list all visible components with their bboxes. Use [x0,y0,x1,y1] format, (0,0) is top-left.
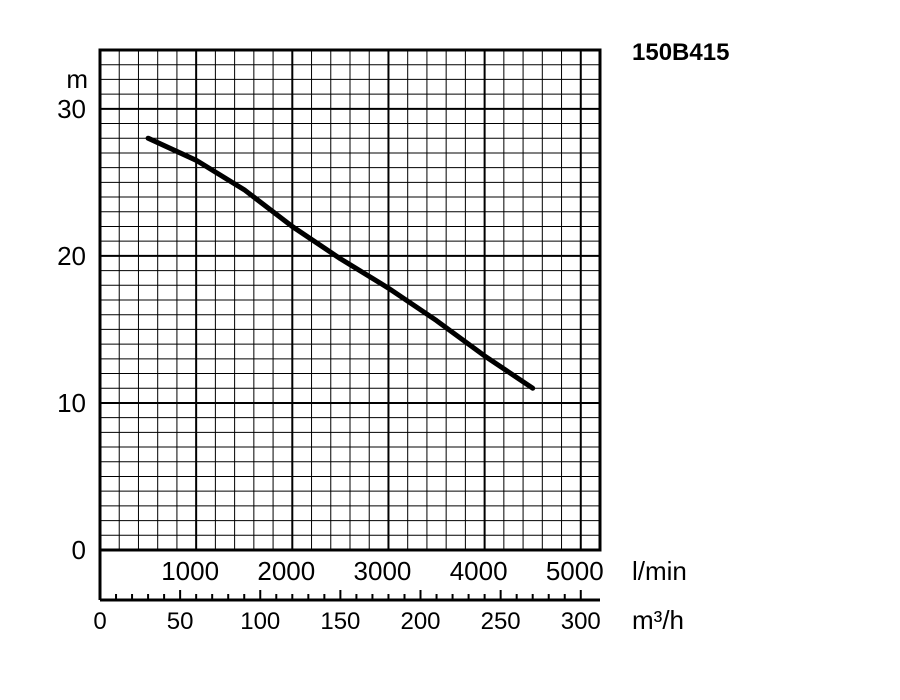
x-tick-label-m3h: 300 [561,608,601,635]
x-tick-label-lmin: 5000 [546,556,604,586]
x-tick-label-lmin: 3000 [354,556,412,586]
x-tick-label-m3h: 150 [320,608,360,635]
x-tick-label-m3h: 50 [167,608,194,635]
x-axis-unit-label-m3h: m³/h [632,605,684,635]
y-axis-unit-label: m [66,64,88,94]
x-tick-labels-m3h: 0 50 100 150 200 250 300 [93,608,600,635]
x-axis-unit-label-lmin: l/min [632,556,687,586]
x-tick-label-m3h: 200 [400,608,440,635]
x-scale-box [98,550,600,602]
x-tick-labels-lmin: 1000 2000 3000 4000 5000 [161,556,603,586]
head-flow-curve [145,135,536,391]
major-grid [100,50,600,550]
x-tick-label-lmin: 4000 [450,556,508,586]
y-tick-label: 10 [57,388,86,418]
x-tick-label-m3h: 0 [93,608,106,635]
y-tick-labels: 0 10 20 30 [57,94,86,565]
minor-grid [100,50,600,550]
plot-frame [98,48,602,552]
x-tick-label-lmin: 1000 [161,556,219,586]
y-tick-label: 20 [57,241,86,271]
chart-title-model: 150B415 [632,39,729,66]
x-tick-label-lmin: 2000 [257,556,315,586]
x-tick-label-m3h: 250 [481,608,521,635]
y-tick-label: 30 [57,94,86,124]
y-tick-label: 0 [72,535,86,565]
x-tick-label-m3h: 100 [240,608,280,635]
